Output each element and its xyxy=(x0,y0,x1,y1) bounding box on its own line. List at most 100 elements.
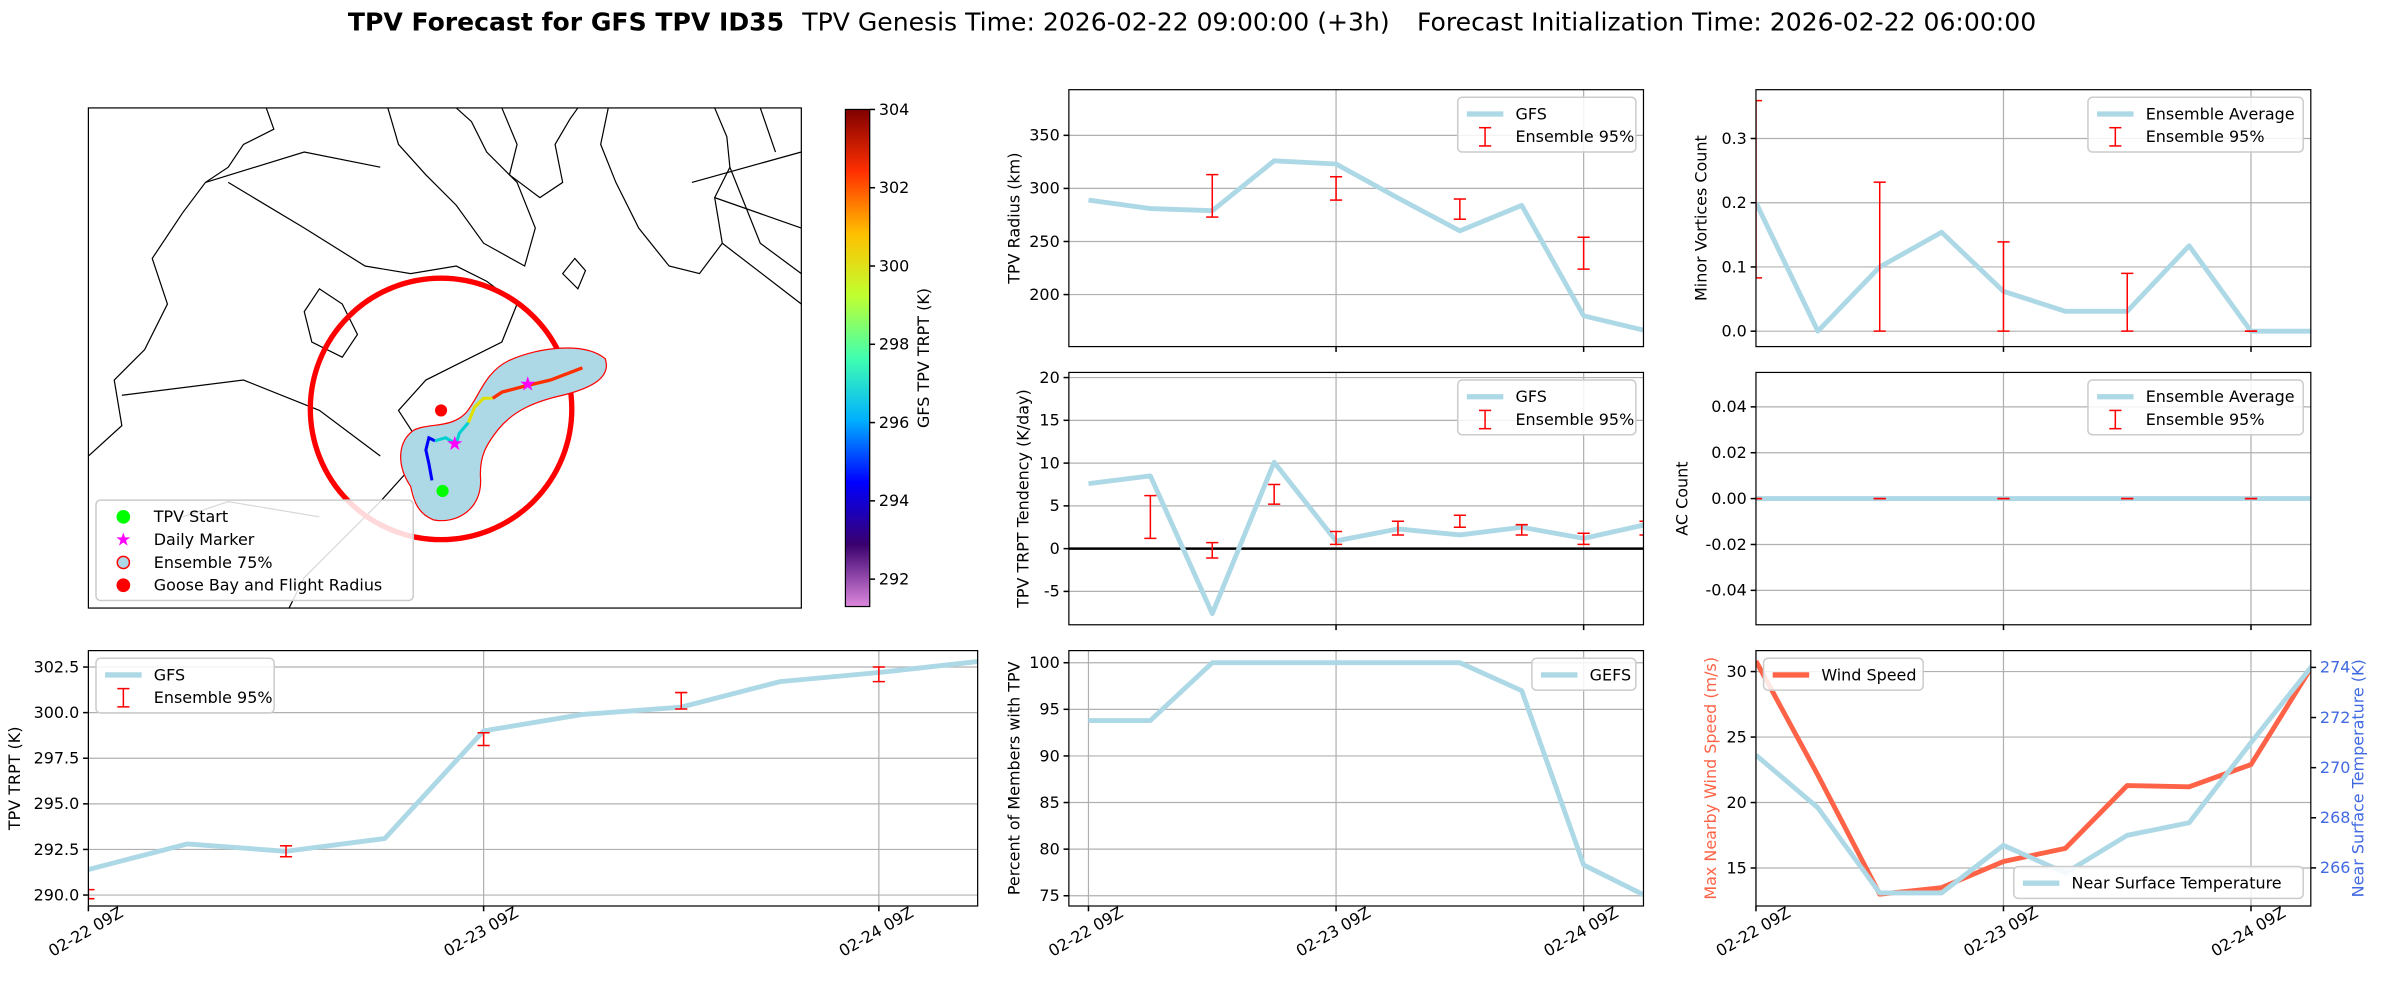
plot-area xyxy=(1068,650,1644,906)
y-tick-label: 20 xyxy=(1039,368,1059,387)
map-frame xyxy=(87,107,802,609)
legend: TPV Start ★ Daily Marker Ensemble 75% Goose … xyxy=(95,499,415,602)
legend-label: GEFS xyxy=(1590,665,1631,684)
y-tick-label: 295.0 xyxy=(34,794,80,813)
y-axis-label: TPV Radius (km) xyxy=(1004,153,1023,285)
y-tick-label: 0.3 xyxy=(1721,129,1746,148)
axes-frame xyxy=(1068,650,1645,907)
y-tick-label: 0 xyxy=(1050,539,1060,558)
legend-marker xyxy=(116,510,131,524)
y-axis-label: TPV TRPT Tendency (K/day) xyxy=(1014,389,1033,609)
y-tick-label: 290.0 xyxy=(34,885,80,904)
plot-content xyxy=(1088,660,1644,898)
plot-content xyxy=(1755,99,2311,334)
colorbar-tick-label: 294 xyxy=(879,491,909,510)
legend-marker xyxy=(116,555,131,570)
series-line xyxy=(88,659,978,872)
legend-label: Ensemble 95% xyxy=(2146,127,2265,146)
colorbar-tick-label: 292 xyxy=(879,569,909,588)
y-axis-label: Minor Vortices Count xyxy=(1691,135,1710,301)
y-tick-label: 100 xyxy=(1029,653,1059,672)
y-tick-label: 80 xyxy=(1039,839,1059,858)
x-tick-label: 02-23 09Z xyxy=(440,903,521,961)
legend-frame xyxy=(95,499,415,602)
legend-marker: ★ xyxy=(115,530,131,551)
y2-tick-label: 268 xyxy=(2320,808,2350,827)
y-tick-label: 5 xyxy=(1050,496,1060,515)
axes-frame xyxy=(1755,89,2312,348)
colorbar-tick-label: 304 xyxy=(879,100,909,119)
y-tick-label: -0.02 xyxy=(1706,535,1747,554)
svg-text:★: ★ xyxy=(519,373,537,396)
legend-label: GFS xyxy=(1515,104,1546,123)
series-line xyxy=(1755,201,2311,334)
x-tick-label: 02-24 09Z xyxy=(2208,903,2289,961)
legend-frame xyxy=(95,657,275,714)
plot-content xyxy=(1088,158,1644,333)
legend: Near Surface Temperature xyxy=(2013,865,2304,900)
plot-content xyxy=(1755,659,2311,897)
series-line xyxy=(1088,660,1644,898)
y-tick-label: 292.5 xyxy=(34,840,80,859)
x-tick-label: 02-23 09Z xyxy=(1960,903,2041,961)
y-tick-label: 20 xyxy=(1727,793,1747,812)
legend-frame xyxy=(2013,865,2304,900)
y-tick-label: 15 xyxy=(1039,411,1059,430)
y-tick-label: 10 xyxy=(1039,453,1059,472)
colorbar-tick-label: 298 xyxy=(879,335,909,354)
y-tick-label: 350 xyxy=(1029,126,1059,145)
svg-text:★: ★ xyxy=(446,432,464,455)
y2-tick-label: 274 xyxy=(2320,658,2350,677)
y-tick-label: 300 xyxy=(1029,179,1059,198)
legend-label: Daily Marker xyxy=(154,530,255,549)
legend-label: Ensemble Average xyxy=(2146,104,2295,123)
legend-label: GFS xyxy=(1515,387,1546,406)
legend-frame xyxy=(2087,379,2304,436)
legend-label: Ensemble 95% xyxy=(1515,410,1634,429)
legend-frame xyxy=(1762,657,1924,691)
legend-label: Ensemble Average xyxy=(2146,387,2295,406)
y-tick-label: -5 xyxy=(1044,582,1060,601)
legend: GFS Ensemble 95% xyxy=(95,657,275,714)
y-tick-label: 15 xyxy=(1727,858,1747,877)
axes-frame xyxy=(1068,371,1645,626)
y-axis-label: TPV TRPT (K) xyxy=(5,727,24,832)
colorbar xyxy=(844,108,871,608)
legend-frame xyxy=(1531,657,1637,691)
legend-label: Wind Speed xyxy=(1821,665,1916,684)
y-tick-label: 0.00 xyxy=(1711,489,1747,508)
title-part: TPV Forecast for GFS TPV ID35 xyxy=(348,7,784,36)
y-tick-label: 25 xyxy=(1727,727,1747,746)
y-tick-label: 302.5 xyxy=(34,657,80,676)
legend-label: Ensemble 75% xyxy=(154,553,273,572)
y-tick-label: 250 xyxy=(1029,232,1059,251)
legend-label: GFS xyxy=(154,665,185,684)
series-line xyxy=(1088,158,1644,333)
axes-frame xyxy=(87,650,979,907)
x-tick-label: 02-24 09Z xyxy=(836,903,917,961)
legend: Wind Speed xyxy=(1762,657,1924,691)
series-line xyxy=(1755,663,2311,896)
x-tick-label: 02-24 09Z xyxy=(1540,903,1621,961)
x-tick-label: 02-22 09Z xyxy=(1045,903,1126,961)
colorbar-label: GFS TPV TRPT (K) xyxy=(914,288,933,428)
y-tick-label: 297.5 xyxy=(34,749,80,768)
y2-tick-label: 270 xyxy=(2320,758,2350,777)
title-part: TPV Genesis Time: 2026-02-22 09:00:00 (+… xyxy=(801,7,1389,36)
y-tick-label: 200 xyxy=(1029,285,1059,304)
legend-marker xyxy=(116,578,131,593)
axes-frame xyxy=(1755,650,2312,907)
y2-tick-label: 272 xyxy=(2320,708,2350,727)
axes-frame xyxy=(1068,89,1645,348)
legend: Ensemble Average Ensemble 95% xyxy=(2087,379,2304,436)
y-tick-label: 0.0 xyxy=(1721,321,1746,340)
plot-content xyxy=(88,659,978,900)
plot-content xyxy=(1088,459,1644,617)
title-part: Forecast Initialization Time: 2026-02-22… xyxy=(1417,7,2036,36)
legend-label: Goose Bay and Flight Radius xyxy=(154,576,382,595)
legend-label: Ensemble 95% xyxy=(2146,410,2265,429)
y-tick-label: 85 xyxy=(1039,793,1059,812)
legend: GEFS xyxy=(1531,657,1637,691)
